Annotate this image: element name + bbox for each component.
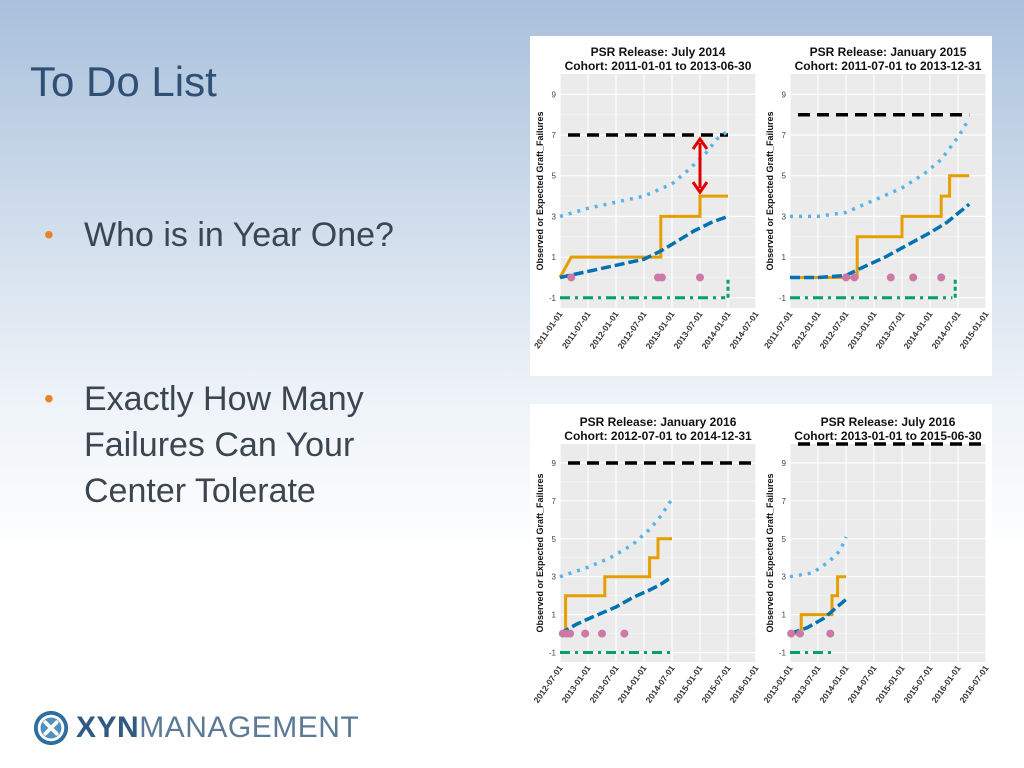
event-point [850,273,859,282]
chart-title: PSR Release: July 2016 [821,415,956,429]
event-point [937,273,946,282]
y-tick-label: 7 [552,131,557,140]
x-tick-label: 2016-01-01 [728,663,761,705]
event-point [567,273,576,282]
event-point [620,629,629,638]
y-tick-label: 9 [782,90,787,99]
bullet-item: • Who is in Year One? [42,212,462,258]
observed-line [790,575,846,636]
event-point [826,629,835,638]
x-tick-label: 2015-01-01 [958,309,991,351]
upper-limit-line [790,117,971,219]
expected-line [559,214,729,280]
y-tick-label: 9 [552,459,557,468]
event-point [696,273,704,282]
y-tick-label: 5 [782,172,787,181]
y-tick-label: 7 [782,497,787,506]
bullet-item: • Exactly How Many Failures Can Your Cen… [42,376,462,514]
x-circle-icon [33,710,69,746]
y-axis-label: Observed or Expected Graft_Failures [765,473,775,632]
upper-limit-line [559,129,730,219]
observed-line [560,537,672,636]
y-tick-label: 1 [782,253,787,262]
logo-light-text: MANAGEMENT [139,711,360,744]
expected-line [789,598,848,636]
chart-subtitle: Cohort: 2011-07-01 to 2013-12-31 [795,59,982,73]
chart-title: PSR Release: January 2016 [580,415,737,429]
y-tick-label: 3 [782,212,787,221]
event-point [787,629,796,638]
event-point [842,273,850,282]
event-point [657,273,666,282]
x-tick-label: 2016-07-01 [958,663,991,705]
y-tick-label: 3 [782,573,787,582]
logo-bold-text: XYN [76,711,140,744]
chart-subtitle: Cohort: 2013-01-01 to 2015-06-30 [794,429,982,443]
y-tick-label: -1 [549,294,557,303]
y-tick-label: -1 [779,649,787,658]
plot-panel [790,444,986,662]
y-axis-label: Observed or Expected Graft_Failures [535,111,545,270]
company-logo: XYNMANAGEMENT [32,706,359,750]
y-tick-label: 7 [552,497,557,506]
event-point [909,273,918,282]
y-tick-label: 5 [552,535,557,544]
gap-arrow-head-up [691,136,709,150]
bullet-dot-icon: • [44,219,54,250]
y-axis-label: Observed or Expected Graft_Failures [535,473,545,632]
slide-title: To Do List [30,58,217,105]
y-tick-label: 3 [552,573,557,582]
upper-limit-line [559,498,674,579]
event-point [598,629,606,638]
y-tick-label: 5 [782,535,787,544]
event-point [796,629,805,638]
y-tick-label: 1 [552,611,557,620]
y-tick-label: 9 [782,459,787,468]
bullet-list: • Who is in Year One? • Exactly How Many… [42,212,462,632]
y-tick-label: -1 [779,294,787,303]
expected-line [559,575,673,636]
y-tick-label: 1 [552,253,557,262]
upper-limit-line [789,536,848,579]
event-point [581,629,590,638]
expected-line [790,202,971,280]
chart-title: PSR Release: January 2015 [810,45,967,59]
plot-panel [790,74,986,308]
bullet-dot-icon: • [44,383,54,414]
chart-subtitle: Cohort: 2012-07-01 to 2014-12-31 [564,429,752,443]
gap-arrow-head-down [691,181,709,195]
y-tick-label: 1 [782,611,787,620]
event-point [566,629,575,638]
observed-line [558,194,728,279]
y-tick-label: 7 [782,131,787,140]
x-tick-label: 2014-07-01 [728,309,761,351]
bullet-text: Who is in Year One? [84,216,394,254]
y-tick-label: 5 [552,172,557,181]
y-tick-label: 9 [552,90,557,99]
chart-title: PSR Release: July 2014 [591,45,726,59]
event-point [886,273,895,282]
y-tick-label: -1 [549,649,557,658]
bullet-text: Exactly How Many Failures Can Your Cente… [84,380,364,510]
logo-wordmark: XYNMANAGEMENT [76,711,359,745]
y-tick-label: 3 [552,212,557,221]
y-axis-label: Observed or Expected Graft_Failures [765,111,775,270]
chart-subtitle: Cohort: 2011-01-01 to 2013-06-30 [565,59,752,73]
